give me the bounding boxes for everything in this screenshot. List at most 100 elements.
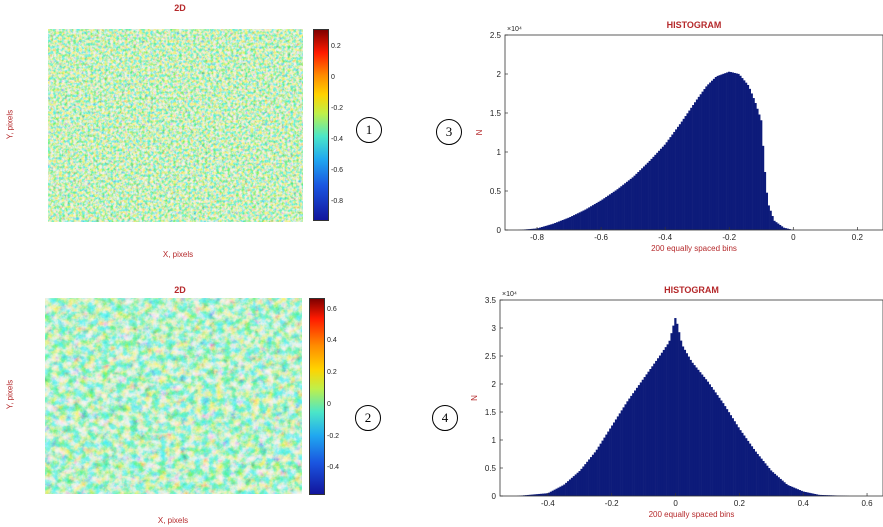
hist2-bar <box>599 443 602 496</box>
hist1-bar <box>557 221 561 230</box>
hist1-bar <box>707 84 710 231</box>
hist1-bar <box>676 126 680 230</box>
hist1-bar <box>656 152 659 230</box>
hist1-bar <box>782 227 786 230</box>
hist2-bar <box>794 488 798 496</box>
hist1-bar <box>625 181 629 230</box>
hist2-ytick-label: 3.5 <box>485 296 497 305</box>
hist2-bar <box>825 495 828 496</box>
hist1-bar <box>605 196 608 230</box>
hist1-bar <box>692 105 695 230</box>
hist1-bar <box>540 227 544 230</box>
hist2-bar <box>593 452 597 496</box>
map1-ylabel: Y, pixels <box>5 109 15 140</box>
hist1-bar <box>786 228 789 230</box>
hist1-bar <box>669 137 672 230</box>
hist1-bar <box>646 162 649 230</box>
hist1-bar <box>591 205 595 230</box>
hist2-bar <box>618 413 621 496</box>
hist1-bar <box>529 228 532 230</box>
hist1-bar <box>675 129 678 230</box>
hist1-bar <box>616 189 619 230</box>
hist2-bar <box>731 418 734 496</box>
hist2-title: HISTOGRAM <box>664 285 719 295</box>
hist2-bar <box>557 487 560 496</box>
hist1-bar <box>680 121 683 230</box>
hist1-bar <box>743 80 746 231</box>
hist1-bar <box>633 175 636 230</box>
hist1-bar <box>637 171 640 230</box>
hist2-bar <box>756 453 759 496</box>
hist1-bar <box>663 144 666 230</box>
hist1-bar <box>777 223 780 230</box>
colorbar-1-tick-label: -0.4 <box>331 136 344 144</box>
hist2-bar <box>754 451 757 496</box>
hist2-bar <box>578 471 581 496</box>
hist1-bar <box>752 98 755 230</box>
hist2-bar <box>540 493 543 496</box>
hist1-bar <box>652 156 655 230</box>
hist1-bar <box>588 207 591 230</box>
hist2-bar <box>530 494 533 496</box>
hist1-bar <box>612 191 615 230</box>
colorbar-1-tick-label: 0.2 <box>331 42 341 50</box>
hist1-bar <box>539 227 542 230</box>
hist1-bar <box>678 124 682 230</box>
hist1-ytick-label: 1.5 <box>490 109 502 118</box>
hist1-bar <box>627 180 631 230</box>
hist2-bar <box>559 486 562 496</box>
hist2-bar <box>787 485 790 496</box>
hist1-bar <box>699 94 702 230</box>
hist1-bar <box>712 78 716 231</box>
hist2-bar <box>643 377 646 496</box>
hist2-bar <box>635 387 639 496</box>
hist2-bar <box>741 432 744 496</box>
hist2-bar <box>670 333 673 496</box>
hist2-bar <box>653 363 656 496</box>
hist2-bar <box>588 459 591 496</box>
hist2-bar <box>658 355 662 496</box>
hist1-bar <box>728 71 731 230</box>
hist2-bar <box>802 491 805 496</box>
hist1-bar <box>733 72 736 230</box>
hist2-bar <box>800 490 803 496</box>
hist1-bar <box>763 171 767 230</box>
hist1-xtick-label: -0.4 <box>658 233 672 242</box>
hist2-ytick-label: 0 <box>492 492 497 501</box>
hist2-bar <box>660 352 664 496</box>
hist2-bar <box>739 430 742 496</box>
hist2-bar <box>549 491 553 496</box>
hist2-bar <box>718 397 721 496</box>
hist2-bar <box>524 495 528 496</box>
hist1-bar <box>648 160 651 230</box>
hist1-bar <box>641 168 644 230</box>
hist1-xtick-label: 0.2 <box>852 233 864 242</box>
hist1-bar <box>650 158 653 230</box>
hist1-bar <box>726 72 729 230</box>
hist2-bar <box>676 323 679 496</box>
hist1-bar <box>671 134 674 230</box>
hist1-bar <box>765 192 769 230</box>
hist2-xlabel: 200 equally spaced bins <box>649 510 735 519</box>
hist2-bar <box>626 401 629 496</box>
hist1-bar <box>665 142 668 230</box>
histogram-2: HISTOGRAM ×10⁴ -0.4 -0.2 0 0.2 0.4 0.6 0 0.5 1 1.5 2… <box>470 285 883 519</box>
hist2-bar <box>773 473 777 496</box>
hist2-bar <box>622 407 625 496</box>
hist2-bar <box>614 419 618 496</box>
hist2-bar <box>630 395 633 496</box>
hist1-bar <box>667 139 670 230</box>
hist2-bar <box>555 488 558 496</box>
hist1-bar <box>548 224 551 230</box>
hist2-bar <box>770 470 773 496</box>
hist1-ytick-label: 0.5 <box>490 187 502 196</box>
hist2-bar <box>628 398 631 496</box>
hist2-bar <box>712 389 715 496</box>
hist2-bar <box>783 482 786 496</box>
colorbar-2-tick-label: 0.4 <box>327 337 337 345</box>
hist2-bar <box>634 390 637 496</box>
map1-xlabel: X, pixels <box>162 250 194 259</box>
hist1-bar <box>758 114 761 230</box>
hist2-bar <box>616 416 620 496</box>
hist1-bar <box>731 72 734 230</box>
